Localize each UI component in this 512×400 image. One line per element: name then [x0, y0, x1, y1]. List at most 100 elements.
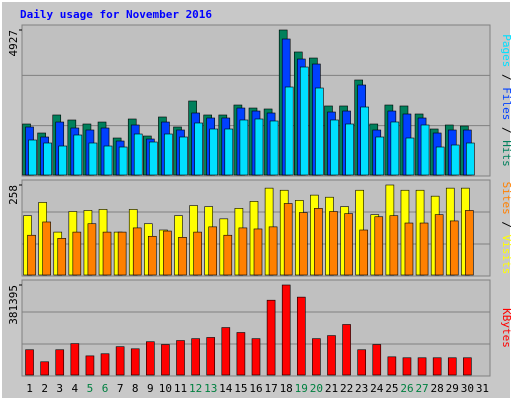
bar [435, 146, 445, 176]
x-tick-label: 18 [280, 382, 293, 395]
bar [432, 357, 442, 376]
x-tick-label: 28 [431, 382, 444, 395]
bar [206, 337, 216, 376]
bar [179, 136, 188, 176]
bar [87, 223, 97, 276]
bar [236, 332, 246, 376]
bar [312, 338, 321, 376]
x-tick-label: 21 [325, 382, 338, 395]
bar [359, 229, 368, 276]
y-tick-label: 4927 [7, 30, 20, 57]
x-tick-label: 30 [461, 382, 474, 395]
bar [330, 119, 339, 176]
bar [375, 136, 385, 176]
bar [238, 227, 248, 276]
bar [254, 118, 264, 176]
bar [268, 226, 278, 276]
bar [329, 211, 338, 276]
x-tick-label: 2 [41, 382, 48, 395]
x-tick-label: 13 [204, 382, 217, 395]
x-tick-label: 8 [132, 382, 139, 395]
bar [117, 231, 127, 276]
x-tick-label: 31 [476, 382, 489, 395]
bar [40, 361, 49, 376]
x-tick-label: 29 [446, 382, 459, 395]
bar [27, 234, 36, 276]
bar [344, 213, 353, 276]
bar [269, 120, 279, 176]
x-tick-label: 16 [249, 382, 262, 395]
bar [420, 124, 430, 176]
bar [149, 141, 158, 176]
x-tick-label: 17 [264, 382, 277, 395]
x-tick-label: 15 [234, 382, 247, 395]
x-tick-label: 6 [102, 382, 109, 395]
bar [55, 349, 65, 376]
legend-entry: Files [500, 87, 512, 120]
bar [253, 228, 263, 276]
x-tick-label: 7 [117, 382, 124, 395]
bar [73, 134, 83, 176]
legend: KBytes [500, 308, 512, 348]
bar [88, 142, 98, 176]
bar [132, 227, 142, 276]
y-tick-label: 381395 [7, 285, 20, 325]
x-tick-label: 9 [147, 382, 154, 395]
x-tick-label: 4 [72, 382, 79, 395]
bar [118, 146, 128, 176]
x-tick-label: 23 [355, 382, 368, 395]
bar [43, 142, 52, 176]
x-tick-label: 24 [370, 382, 384, 395]
bar [194, 122, 203, 176]
bar [298, 212, 308, 276]
bar [133, 133, 143, 176]
bar [85, 355, 95, 376]
bar [463, 357, 472, 376]
bar [402, 357, 412, 376]
bar [148, 235, 157, 276]
bar [405, 137, 415, 176]
bar [299, 66, 309, 176]
bar [374, 216, 384, 276]
bar [342, 324, 351, 376]
bar [466, 142, 475, 176]
bar [176, 340, 185, 376]
bar [70, 343, 80, 376]
bar [314, 208, 323, 276]
legend-separator: / [500, 67, 512, 87]
bar [100, 353, 110, 376]
x-tick-label: 26 [400, 382, 413, 395]
bar [357, 349, 366, 376]
bar [251, 338, 261, 376]
legend-separator: / [500, 120, 512, 140]
bar [42, 221, 51, 276]
bar [450, 144, 460, 176]
legend-entry: Hits [500, 140, 512, 167]
bar [103, 145, 113, 176]
legend: Pages / Files / Hits [500, 34, 512, 167]
bar [447, 357, 457, 376]
chart-title: Daily usage for November 2016 [20, 8, 212, 21]
bar [223, 234, 233, 276]
bar [390, 121, 400, 176]
x-tick-label: 3 [56, 382, 63, 395]
x-tick-label: 19 [295, 382, 308, 395]
bar [209, 128, 219, 176]
x-tick-label: 20 [310, 382, 323, 395]
bar [115, 346, 125, 376]
x-tick-label: 22 [340, 382, 353, 395]
bar [25, 349, 34, 376]
bar [164, 133, 173, 176]
bar [221, 327, 231, 376]
bar [434, 214, 444, 276]
legend-entry: Pages [500, 34, 512, 67]
bar [72, 231, 82, 276]
bar [224, 128, 234, 176]
bar [193, 231, 202, 276]
bar [208, 226, 218, 276]
x-tick-label: 5 [87, 382, 94, 395]
bar [239, 119, 249, 176]
bar [372, 344, 382, 376]
x-tick-label: 1 [26, 382, 33, 395]
legend-entry: Visits [500, 235, 512, 275]
